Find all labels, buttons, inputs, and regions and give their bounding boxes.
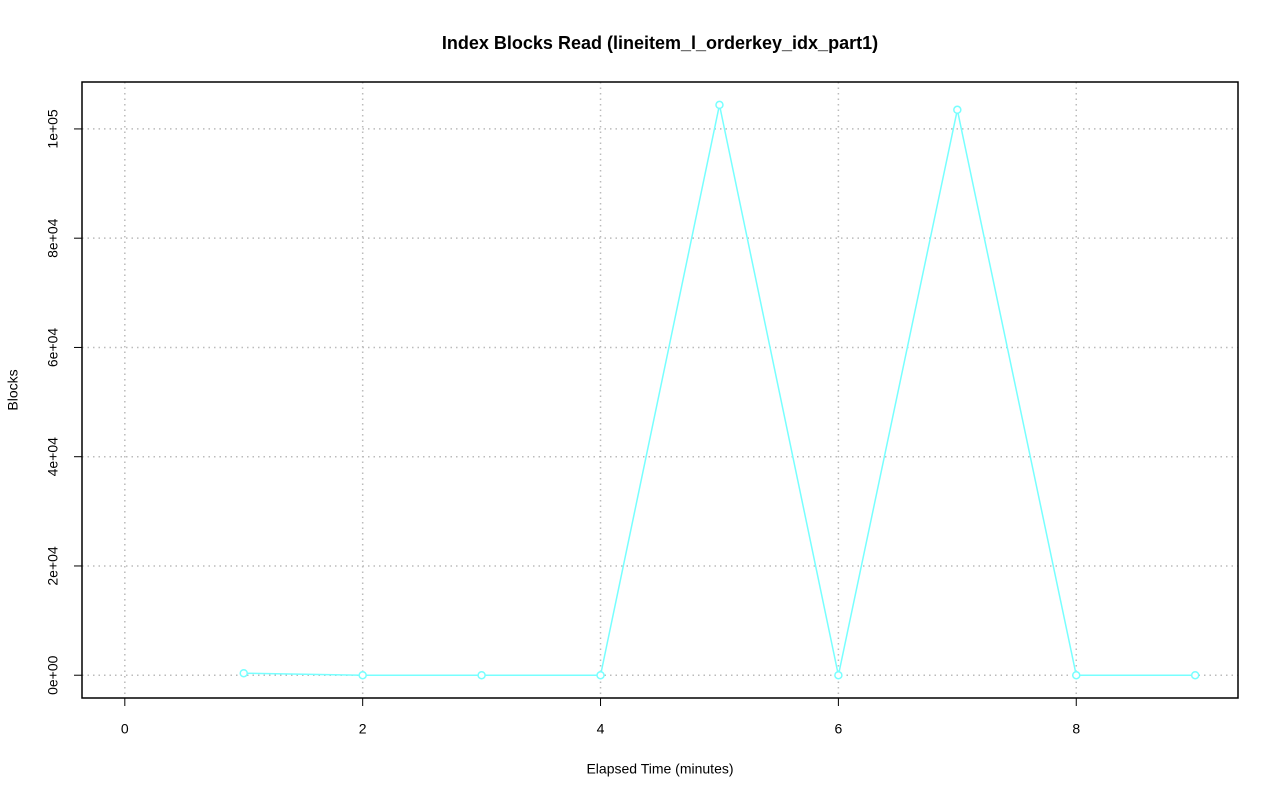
data-point: [358, 670, 367, 680]
x-tick-label: 2: [359, 721, 367, 737]
y-tick-label: 4e+04: [45, 437, 61, 477]
plot-frame: [81, 81, 1239, 699]
data-point: [834, 670, 843, 680]
data-point: [953, 105, 962, 115]
y-tick-label: 1e+05: [45, 109, 61, 149]
y-tick-label: 6e+04: [45, 328, 61, 368]
x-tick-label: 6: [834, 721, 842, 737]
data-point: [1072, 670, 1081, 680]
x-tick-label: 4: [597, 721, 605, 737]
data-point: [239, 668, 248, 678]
y-tick-label: 2e+04: [45, 546, 61, 586]
data-point: [477, 670, 486, 680]
y-tick-label: 8e+04: [45, 218, 61, 258]
data-point: [596, 670, 605, 680]
chart-title: Index Blocks Read (lineitem_l_orderkey_i…: [442, 33, 878, 53]
x-axis-label: Elapsed Time (minutes): [586, 761, 733, 777]
data-point: [1190, 670, 1200, 680]
x-tick-label: 8: [1072, 721, 1080, 737]
data-point: [715, 100, 724, 110]
y-axis-label: Blocks: [5, 369, 21, 410]
y-tick-label: 0e+00: [45, 655, 61, 695]
x-tick-label: 0: [121, 721, 129, 737]
